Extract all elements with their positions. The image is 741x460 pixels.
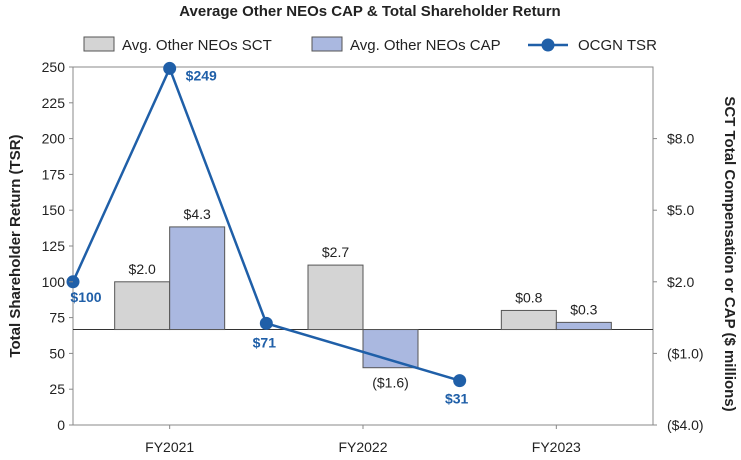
- chart-title: Average Other NEOs CAP & Total Sharehold…: [179, 3, 560, 20]
- y-right-tick-label: ($1.0): [667, 345, 704, 361]
- legend-label: Avg. Other NEOs CAP: [350, 37, 501, 54]
- legend: Avg. Other NEOs SCT Avg. Other NEOs CAP OC…: [83, 36, 657, 54]
- tsr-point: [453, 374, 467, 388]
- tsr-data-label: $71: [253, 334, 277, 350]
- bar-data-label: $2.0: [129, 261, 156, 277]
- bar-data-label: $4.3: [184, 206, 211, 222]
- y-left-tick-label: 125: [42, 238, 66, 254]
- y-right-tick-label: $2.0: [667, 274, 694, 290]
- plot-frame: [72, 66, 654, 426]
- y-left-tick-label: 250: [42, 59, 66, 75]
- y-left-tick-label: 100: [42, 274, 66, 290]
- y-right-tick-label: $5.0: [667, 202, 694, 218]
- y-right-tick-label: $8.0: [667, 131, 694, 147]
- tsr-data-label: $249: [186, 67, 217, 83]
- y-axis-right-title: SCT Total Compensation or CAP ($ million…: [721, 96, 738, 411]
- y-axis-left: 0 25 50 75 100 125 150 175 200 225 250: [42, 59, 73, 433]
- y-left-tick-label: 25: [49, 381, 65, 397]
- y-left-tick-label: 175: [42, 166, 66, 182]
- bar-data-label: $0.8: [515, 289, 542, 305]
- bar-data-label: ($1.6): [372, 375, 409, 391]
- x-tick-label: FY2022: [338, 439, 387, 455]
- bar-cap-fy2022: [362, 329, 419, 369]
- plot-area: $2.0 $2.7 $0.8 $4.3 ($1.6) $0.3 $100 $249 $71 $31: [66, 61, 654, 426]
- y-left-tick-label: 150: [42, 202, 66, 218]
- legend-swatch: [311, 36, 343, 52]
- x-axis: FY2021 FY2022 FY2023: [145, 425, 581, 455]
- y-axis-right: ($4.0) ($1.0) $2.0 $5.0 $8.0: [653, 131, 704, 433]
- y-right-tick-label: ($4.0): [667, 417, 704, 433]
- tsr-point: [163, 61, 177, 75]
- bar-sct-fy2023: [500, 309, 557, 331]
- x-tick-label: FY2023: [532, 439, 581, 455]
- bar-sct-fy2021: [114, 281, 171, 331]
- y-left-tick-label: 225: [42, 95, 66, 111]
- x-tick-label: FY2021: [145, 439, 194, 455]
- bar-cap-fy2023: [555, 321, 612, 331]
- y-left-tick-label: 0: [57, 417, 65, 433]
- legend-swatch: [83, 36, 115, 52]
- bar-cap-fy2021: [169, 226, 226, 331]
- legend-label: Avg. Other NEOs SCT: [122, 37, 272, 54]
- legend-label: OCGN TSR: [578, 37, 657, 54]
- y-left-tick-label: 200: [42, 131, 66, 147]
- legend-marker: [541, 38, 555, 52]
- tsr-data-label: $31: [445, 391, 469, 407]
- bar-sct-fy2022: [307, 264, 364, 331]
- y-left-tick-label: 75: [49, 310, 65, 326]
- y-left-tick-label: 50: [49, 345, 65, 361]
- tsr-line: [71, 65, 461, 382]
- bar-data-label: $2.7: [322, 244, 349, 260]
- tsr-data-label: $100: [70, 289, 101, 305]
- bar-data-label: $0.3: [570, 301, 597, 317]
- y-axis-left-title: Total Shareholder Return (TSR): [7, 134, 24, 357]
- tsr-point: [259, 316, 273, 330]
